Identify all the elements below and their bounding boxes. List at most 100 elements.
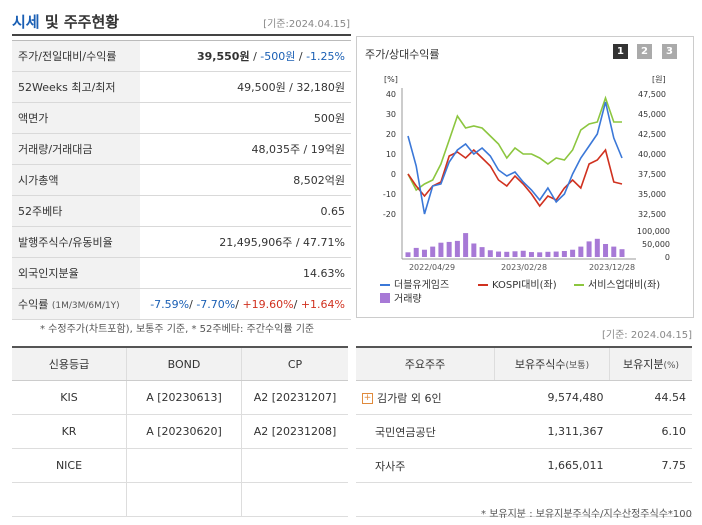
return-1m: -7.59%: [150, 297, 190, 311]
row-value: 14.63%: [140, 257, 351, 289]
volume-bars: [405, 233, 625, 257]
volume-bar: [528, 252, 534, 257]
x-axis-ticks: 2022/04/29 2023/02/28 2023/12/28: [409, 263, 635, 272]
agency-cell: [12, 482, 127, 517]
table-row: 자사주 1,665,011 7.75: [356, 448, 692, 483]
cp-cell: [241, 448, 348, 483]
left-tick-label: 0: [391, 170, 396, 179]
row-value: 49,500원 / 32,180원: [140, 71, 351, 103]
table-row: KR A [20230620] A2 [20231208]: [12, 414, 348, 449]
volume-bar: [512, 251, 518, 257]
bond-cell: A [20230620]: [126, 414, 242, 449]
row-label: 거래량/거래대금: [12, 133, 140, 165]
row-label: 시가총액: [12, 164, 140, 196]
return-6m: +19.60%: [242, 297, 294, 311]
holder-name: 김가람 외 6인: [377, 391, 442, 405]
column-header: CP: [241, 346, 348, 381]
shares-cell: 9,574,480: [494, 380, 610, 415]
returns-sublabel: (1M/3M/6M/1Y): [51, 301, 120, 311]
row-value: 8,502억원: [140, 164, 351, 196]
volume-bar: [463, 233, 469, 257]
pct-cell: 44.54: [609, 380, 692, 415]
right-tick-label: 45,000: [638, 110, 666, 119]
separator: /: [293, 297, 301, 311]
series-lines: [407, 95, 623, 215]
table-row: 수익률 (1M/3M/6M/1Y) -7.59%/ -7.70%/ +19.60…: [12, 288, 351, 320]
section-title-highlight: 시세: [12, 13, 40, 31]
table-row: 거래량/거래대금 48,035주 / 19억원: [12, 133, 351, 165]
row-label: 액면가: [12, 102, 140, 134]
volume-bar: [446, 241, 452, 257]
returns-label: 수익률: [18, 298, 49, 311]
column-header-main: 보유주식수: [514, 358, 566, 371]
column-header: 주요주주: [356, 346, 495, 381]
bond-cell: [126, 448, 242, 483]
row-label: 주가/전일대비/수익률: [12, 40, 140, 72]
series-line-s1: [407, 101, 623, 215]
holder-name-cell[interactable]: + 김가람 외 6인: [356, 380, 495, 415]
table-row: 52주베타 0.65: [12, 195, 351, 227]
right-tick-label: 42,500: [638, 130, 666, 139]
series-line-s2: [407, 148, 623, 208]
row-label: 외국인지분율: [12, 257, 140, 289]
right-unit-label: [원]: [652, 75, 666, 84]
left-tick-label: 20: [386, 130, 396, 139]
volume-bar: [586, 241, 592, 257]
table-row: 52Weeks 최고/최저 49,500원 / 32,180원: [12, 71, 351, 103]
volume-bar: [561, 251, 567, 257]
holder-name-cell: [356, 482, 495, 517]
chart-page-2-button[interactable]: 2: [637, 44, 652, 59]
table-row: 외국인지분율 14.63%: [12, 257, 351, 289]
table-row: KIS A [20230613] A2 [20231207]: [12, 380, 348, 415]
separator: /: [295, 50, 307, 63]
right-tick-label: 32,500: [638, 210, 666, 219]
table-header-row: 주요주주 보유주식수(보통) 보유지분(%): [356, 346, 692, 381]
volume-bar: [570, 249, 576, 257]
volume-bar: [603, 244, 609, 257]
volume-axis-ticks: 100,000 50,000 0: [637, 227, 670, 262]
left-axis-ticks: 40 30 20 10 0 -10 -20: [383, 90, 396, 219]
volume-bar: [430, 246, 436, 257]
column-header: 보유지분(%): [609, 346, 692, 381]
section-title-rest: 및 주주현황: [39, 13, 120, 31]
holders-reference-date: [기준: 2024.04.15]: [601, 330, 692, 341]
volume-tick-label: 100,000: [637, 227, 670, 236]
row-label: 수익률 (1M/3M/6M/1Y): [12, 288, 140, 320]
shares-cell: 1,311,367: [494, 414, 610, 449]
cp-cell: A2 [20231208]: [241, 414, 348, 449]
section-title: 시세 및 주주현황: [12, 11, 119, 32]
volume-tick-label: 0: [665, 253, 670, 262]
reference-date: [기준:2024.04.15]: [263, 19, 350, 30]
row-label: 발행주식수/유동비율: [12, 226, 140, 258]
separator: /: [189, 297, 197, 311]
credit-rating-table: 신용등급 BOND CP KIS A [20230613] A2 [202312…: [12, 346, 348, 517]
holder-name-cell: 국민연금공단: [356, 414, 495, 449]
volume-bar: [479, 247, 485, 257]
chart-page-3-button[interactable]: 3: [662, 44, 677, 59]
x-tick-label: 2023/02/28: [501, 263, 547, 272]
column-header: 신용등급: [12, 346, 127, 381]
volume-bar: [471, 243, 477, 257]
cp-cell: [241, 482, 348, 517]
volume-bar: [578, 246, 584, 257]
price-change: -500원: [260, 50, 296, 63]
column-header: 보유주식수(보통): [494, 346, 610, 381]
chart-title: 주가/상대수익률: [365, 48, 440, 61]
pct-cell: [609, 482, 692, 517]
holders-footnote: * 보유지분 : 보유지분주식수/지수산정주식수*100: [481, 509, 692, 520]
left-tick-label: -10: [383, 190, 396, 199]
expand-icon[interactable]: +: [362, 393, 373, 404]
returns-value: -7.59%/ -7.70%/ +19.60%/ +1.64%: [140, 288, 351, 320]
table-row: 주가/전일대비/수익률 39,550원 / -500원 / -1.25%: [12, 40, 351, 72]
shares-cell: [494, 482, 610, 517]
column-header: BOND: [126, 346, 242, 381]
agency-cell: KIS: [12, 380, 127, 415]
table-row: + 김가람 외 6인 9,574,480 44.54: [356, 380, 692, 415]
volume-tick-label: 50,000: [642, 240, 670, 249]
bond-cell: A [20230613]: [126, 380, 242, 415]
volume-bar: [454, 240, 460, 257]
chart-page-1-button[interactable]: 1: [613, 44, 628, 59]
volume-bar: [421, 249, 427, 257]
major-holders-table: 주요주주 보유주식수(보통) 보유지분(%) + 김가람 외 6인 9,574,4…: [356, 346, 692, 517]
volume-bar: [553, 251, 559, 257]
